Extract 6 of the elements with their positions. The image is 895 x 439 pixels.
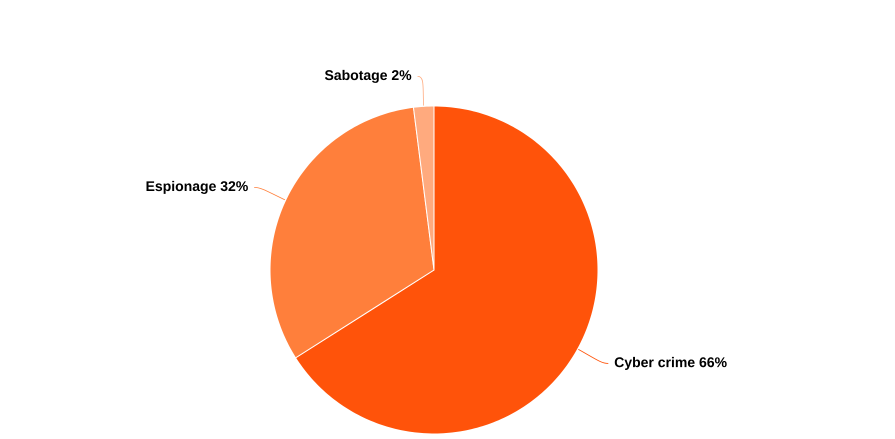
data-label: 32% [220, 181, 248, 192]
data-label: 2% [392, 70, 412, 80]
slice-label: Sabotage [324, 70, 388, 83]
slice-label: Cyber crime [614, 356, 695, 370]
data-label: 66% [700, 357, 727, 368]
slice-label: Espionage [146, 180, 216, 194]
